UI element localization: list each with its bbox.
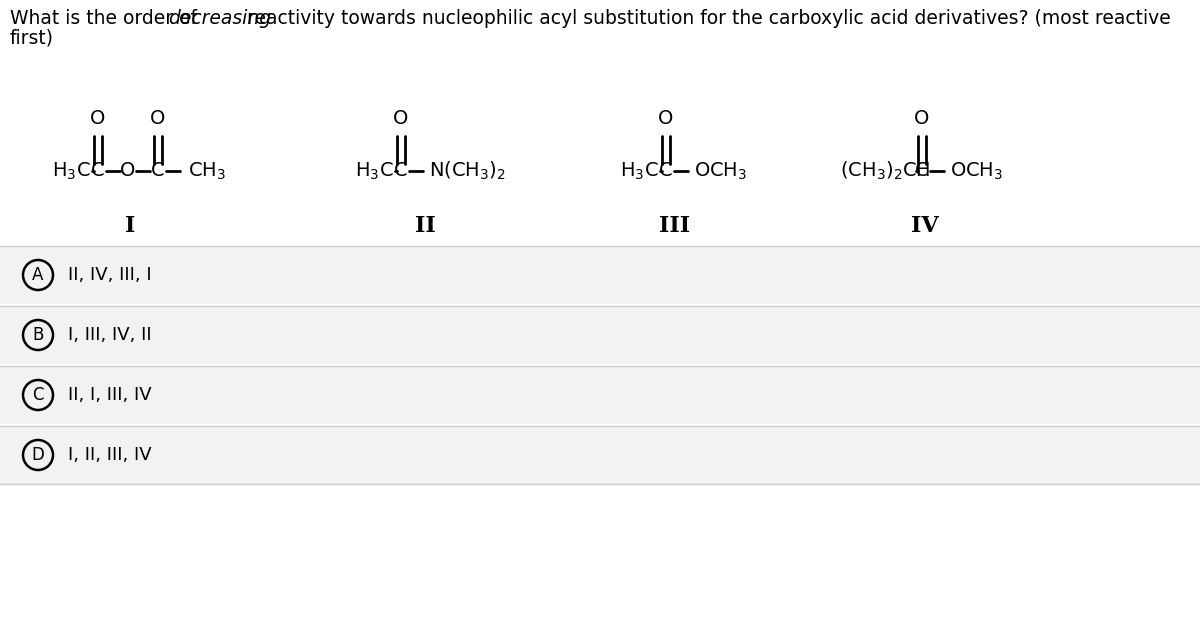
Text: $\rm H_3C$: $\rm H_3C$ xyxy=(52,160,91,182)
Text: I: I xyxy=(125,215,136,237)
Text: II, I, III, IV: II, I, III, IV xyxy=(68,386,151,404)
Text: $\rm N(CH_3)_2$: $\rm N(CH_3)_2$ xyxy=(430,160,506,182)
Text: O: O xyxy=(659,110,673,129)
Text: I, II, III, IV: I, II, III, IV xyxy=(68,446,151,464)
Text: O: O xyxy=(914,110,930,129)
Text: I, III, IV, II: I, III, IV, II xyxy=(68,326,151,344)
Text: $\rm OCH_3$: $\rm OCH_3$ xyxy=(950,160,1003,182)
Text: $\rm H_3C$: $\rm H_3C$ xyxy=(620,160,659,182)
Text: reactivity towards nucleophilic acyl substitution for the carboxylic acid deriva: reactivity towards nucleophilic acyl sub… xyxy=(240,9,1170,28)
Text: II, IV, III, I: II, IV, III, I xyxy=(68,266,151,284)
Text: C: C xyxy=(151,162,164,180)
Text: C: C xyxy=(916,162,929,180)
Text: C: C xyxy=(32,386,43,404)
FancyBboxPatch shape xyxy=(0,306,1200,364)
FancyBboxPatch shape xyxy=(0,426,1200,484)
Text: $\rm OCH_3$: $\rm OCH_3$ xyxy=(694,160,748,182)
Text: first): first) xyxy=(10,29,54,48)
Text: C: C xyxy=(394,162,408,180)
Text: III: III xyxy=(660,215,690,237)
FancyBboxPatch shape xyxy=(0,246,1200,304)
Text: $\rm H_3C$: $\rm H_3C$ xyxy=(355,160,394,182)
Text: What is the order of: What is the order of xyxy=(10,9,203,28)
Text: A: A xyxy=(32,266,43,284)
Text: O: O xyxy=(120,162,136,180)
Text: $\rm (CH_3)_2CH$: $\rm (CH_3)_2CH$ xyxy=(840,160,930,182)
Text: IV: IV xyxy=(911,215,938,237)
Text: $\rm CH_3$: $\rm CH_3$ xyxy=(188,160,226,182)
Text: D: D xyxy=(31,446,44,464)
Text: B: B xyxy=(32,326,43,344)
Text: O: O xyxy=(150,110,166,129)
Text: C: C xyxy=(91,162,104,180)
Text: O: O xyxy=(90,110,106,129)
Text: decreasing: decreasing xyxy=(168,9,271,28)
Text: C: C xyxy=(659,162,673,180)
Text: II: II xyxy=(415,215,436,237)
Text: O: O xyxy=(394,110,409,129)
FancyBboxPatch shape xyxy=(0,366,1200,424)
